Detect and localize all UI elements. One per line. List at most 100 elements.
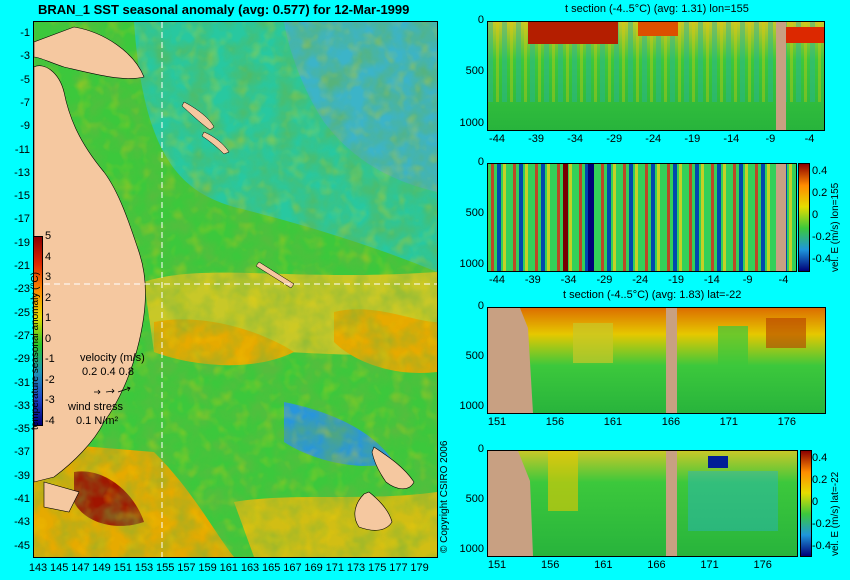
panel-x-tick: -24 [632,274,649,286]
temp-section-lon155[interactable] [487,21,825,131]
map-x-tick: 173 [346,562,366,574]
panel-x-tick: 176 [777,416,796,428]
sst-colorbar [33,236,43,426]
sst-colorbar-tick: -1 [45,353,55,365]
map-y-tick: -35 [14,423,30,436]
panel1-title: t section (-4..5°C) (avg: 1.31) lon=155 [565,3,749,15]
panel-y-tick: 0 [477,156,484,168]
map-y-tick: -41 [14,493,30,505]
panel3-title: t section (-4..5°C) (avg: 1.83) lat=-22 [563,289,742,301]
sst-map[interactable] [33,21,438,558]
sst-colorbar-tick: 3 [45,271,52,283]
map-y-tick: -43 [14,516,30,529]
panel-x-tick: 171 [700,559,719,571]
velocity-section-lon155[interactable] [487,163,797,272]
velocity-section-lat22[interactable] [487,450,798,557]
panel-x-tick: -19 [684,133,701,145]
map-title: BRAN_1 SST seasonal anomaly (avg: 0.577)… [38,2,410,17]
panel-x-tick: -4 [778,274,789,286]
map-y-tick: -15 [14,190,30,203]
panel-y-tick: 1000 [459,116,484,129]
map-y-tick: -9 [20,120,30,133]
velocity-arrows-icon [94,386,131,395]
map-y-tick: -17 [14,213,30,226]
map-x-tick: 175 [368,562,387,574]
velocity-scale: 0.2 0.4 0.8 [82,366,134,378]
panel-y-tick: 1000 [459,400,484,412]
panel-x-tick: -9 [765,133,776,145]
panel-y-tick: 1000 [459,257,484,270]
temp-section-lat22[interactable] [487,307,826,414]
sst-map-graphic [34,22,437,557]
panel-y-tick: 500 [465,350,484,362]
panel-y-tick: 0 [477,300,484,312]
panel-x-tick: 161 [594,559,613,571]
map-x-tick: 157 [177,562,196,574]
sst-colorbar-tick: -2 [45,373,55,386]
velocity-colorbar-1 [798,163,810,272]
velocity-colorbar-tick: 0.2 [812,474,828,486]
map-x-tick: 151 [113,562,132,574]
map-x-tick: 147 [71,562,90,574]
velocity-section-lon155-graphic [488,164,796,271]
panel-y-tick: 500 [465,493,484,505]
map-x-tick: 179 [410,562,429,574]
panel-x-tick: -4 [804,133,815,145]
map-x-tick: 171 [325,562,344,574]
panel-x-tick: -34 [567,133,584,145]
panel-x-tick: 151 [487,416,507,428]
velocity-colorbar-tick: 0 [812,209,819,221]
sst-colorbar-tick: 4 [45,250,52,263]
panel-x-tick: -14 [703,274,720,286]
map-x-tick: 165 [262,562,281,574]
map-x-tick: 177 [389,562,408,574]
panel-x-tick: -24 [645,133,662,145]
panel-x-tick: 176 [753,559,772,571]
velocity-colorbar-tick: -0.4 [812,253,831,265]
sst-colorbar-tick: -3 [45,394,55,406]
velocity-label: velocity (m/s) [80,352,145,364]
map-y-tick: -19 [14,236,30,249]
map-y-tick: -39 [14,469,30,482]
velocity-colorbar-2-label: vel. E (m/s) lat=-22 [830,471,841,556]
velocity-colorbar-tick: -0.4 [812,540,831,552]
panel-x-tick: 156 [545,416,565,428]
map-y-tick: -3 [20,50,30,63]
map-y-tick: -27 [14,329,30,342]
map-x-tick: 145 [50,562,69,574]
map-y-tick: -5 [20,73,30,86]
panel-x-tick: -44 [489,133,505,145]
map-y-tick: -31 [14,376,30,389]
map-y-tick: -37 [14,446,30,459]
panel-y-tick: 500 [465,65,484,78]
sst-colorbar-label: temperature seasonal anomaly (°C) [30,272,41,430]
velocity-section-lat22-graphic [488,451,797,556]
panel-x-tick: 156 [540,559,560,571]
panel-x-tick: -29 [596,274,613,286]
map-y-tick: -21 [14,260,30,272]
map-x-tick: 143 [28,562,48,574]
map-x-tick: 163 [240,562,260,574]
panel-y-tick: 0 [477,14,484,26]
panel-x-tick: 161 [603,416,623,428]
copyright-notice: © Copyright CSIRO 2006 [439,440,450,553]
panel-x-tick: -9 [742,274,753,286]
panel-y-tick: 1000 [459,543,484,555]
map-y-tick: -45 [14,539,30,552]
map-x-tick: 169 [304,562,323,574]
velocity-colorbar-tick: 0.4 [812,165,828,177]
sst-colorbar-tick: 5 [45,230,52,242]
panel-x-tick: -44 [489,274,505,286]
panel-x-tick: -29 [606,133,623,145]
sst-colorbar-tick: 1 [45,312,52,324]
map-y-tick: -1 [20,27,30,39]
panel-x-tick: 171 [719,416,739,428]
panel-x-tick: -34 [560,274,577,286]
map-y-tick: -7 [20,96,30,109]
panel-x-tick: -39 [524,274,541,286]
velocity-colorbar-2 [800,450,812,557]
map-y-tick: -25 [14,306,30,319]
velocity-colorbar-tick: -0.2 [812,518,831,530]
panel-x-tick: 166 [647,559,666,571]
velocity-colorbar-tick: 0 [812,496,819,508]
